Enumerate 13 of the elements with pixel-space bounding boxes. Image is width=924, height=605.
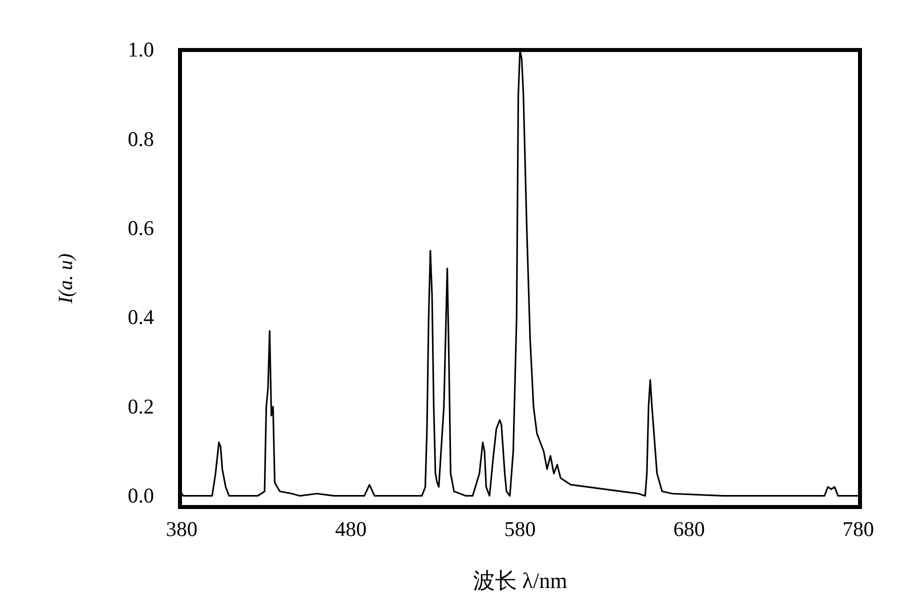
y-tick-label: 0.6 — [128, 216, 154, 240]
y-tick-label: 0.0 — [128, 484, 154, 508]
x-tick-label: 480 — [335, 516, 367, 541]
y-axis-title: I(a. u) — [55, 253, 77, 304]
y-tick-label: 0.2 — [128, 394, 154, 418]
x-tick-label: 680 — [673, 516, 705, 541]
x-tick-label: 380 — [166, 516, 198, 541]
x-tick-label: 580 — [504, 516, 536, 541]
x-axis-title: 波长 λ/nm — [472, 568, 568, 593]
y-tick-label: 1.0 — [128, 38, 154, 62]
y-tick-label: 0.4 — [128, 305, 154, 330]
x-tick-label: 780 — [842, 516, 874, 541]
y-tick-label: 0.8 — [128, 126, 154, 151]
